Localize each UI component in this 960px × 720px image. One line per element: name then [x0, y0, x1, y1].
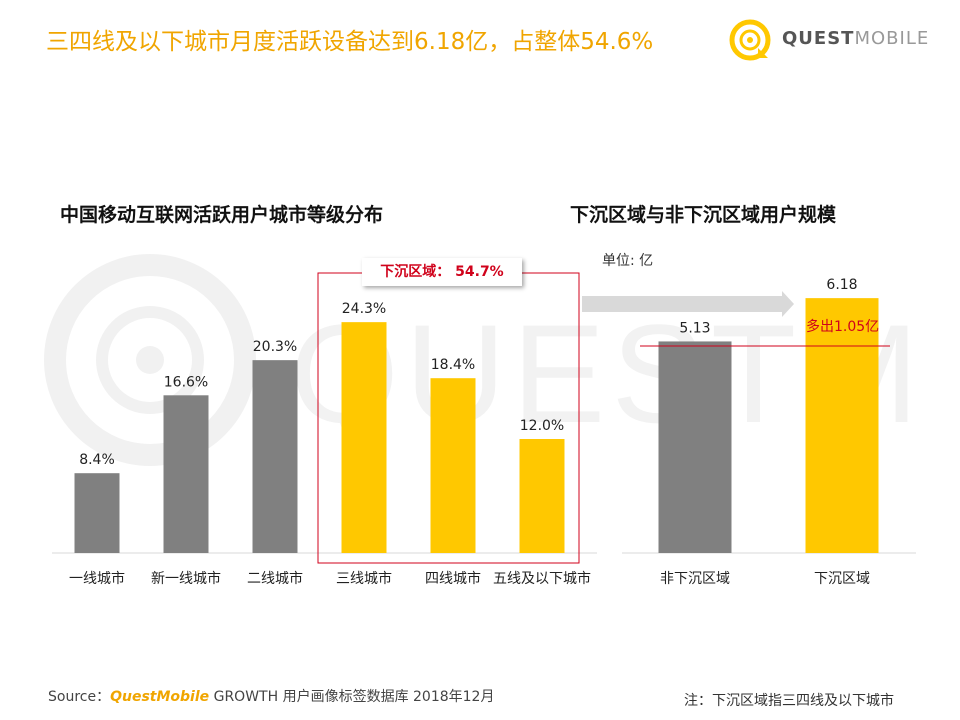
category-label-4: 三线城市 [336, 570, 392, 587]
category-label-3: 二线城市 [247, 570, 303, 587]
page-title: 三四线及以下城市月度活跃设备达到6.18亿，占整体54.6% [46, 29, 654, 55]
value-label-4: 24.3% [342, 301, 386, 317]
category-label-6: 五线及以下城市 [493, 570, 591, 587]
category-label-2: 新一线城市 [151, 570, 221, 587]
bar-2 [163, 395, 209, 553]
footnote: 注：下沉区域指三四线及以下城市 [684, 693, 894, 709]
left-chart-title: 中国移动互联网活跃用户城市等级分布 [60, 204, 384, 226]
source-line: Source：QuestMobile GROWTH 用户画像标签数据库 2018… [48, 686, 494, 706]
value-label-1: 8.4% [79, 452, 115, 468]
logo-mark-icon [729, 19, 771, 61]
bar-5 [430, 378, 476, 553]
bar-1 [74, 473, 120, 553]
lower-tier-callout: 下沉区域： 54.7% [362, 258, 522, 286]
logo-light-text: MOBILE [854, 28, 930, 49]
questmobile-logo: QUESTMOBILE [728, 18, 928, 62]
bar-4 [341, 322, 387, 553]
logo-bold-text: QUEST [782, 28, 855, 49]
value-label-2: 16.6% [164, 374, 208, 390]
category-label-5: 四线城市 [425, 570, 481, 587]
bar-6 [519, 439, 565, 553]
category-label-1: 一线城市 [69, 570, 125, 587]
logo-wordmark: QUESTMOBILE [782, 28, 929, 49]
bar-3 [252, 360, 298, 553]
right-chart-title: 下沉区域与非下沉区域用户规模 [570, 204, 837, 226]
unit-label: 单位: 亿 [602, 253, 654, 269]
value-label-5: 18.4% [431, 357, 475, 373]
source-detail: GROWTH 用户画像标签数据库 2018年12月 [209, 689, 495, 705]
value-label-6: 12.0% [520, 418, 564, 434]
value-label-3: 20.3% [253, 339, 297, 355]
source-brand: QuestMobile [110, 689, 210, 705]
source-label: Source： [48, 689, 111, 705]
